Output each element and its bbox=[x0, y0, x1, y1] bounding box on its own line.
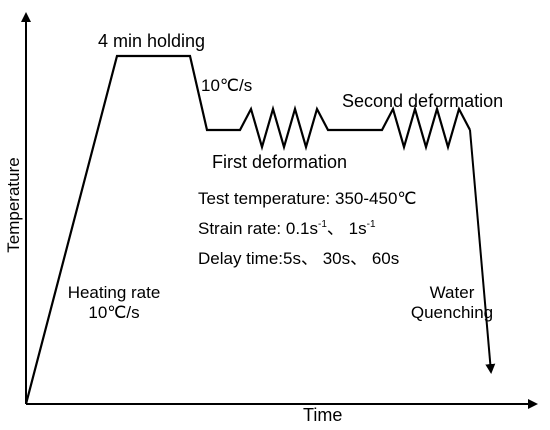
water-quenching-drop bbox=[469, 129, 496, 374]
first-deformation-label: First deformation bbox=[212, 152, 348, 172]
second-deformation-label: Second deformation bbox=[342, 91, 504, 111]
strain-rate-separator: 、 1s bbox=[326, 219, 367, 238]
delay-time-text: Delay time:5s、 30s、 60s bbox=[198, 249, 400, 268]
holding-label: 4 min holding bbox=[98, 31, 206, 51]
water-quenching-line2: Quenching bbox=[410, 303, 494, 322]
cooling-rate-label: 10℃/s bbox=[201, 76, 253, 95]
heating-rate-label: Heating rate 10℃/s bbox=[54, 283, 174, 323]
water-quenching-label: Water Quenching bbox=[406, 283, 498, 323]
heating-rate-line2: 10℃/s bbox=[88, 303, 140, 322]
strain-rate-prefix: Strain rate: 0.1s bbox=[198, 219, 319, 238]
y-axis-label: Temperature bbox=[4, 157, 23, 253]
heating-rate-line1: Heating rate bbox=[67, 283, 161, 302]
temperature-profile-curve bbox=[24, 54, 471, 405]
test-temperature-text: Test temperature: 350-450℃ bbox=[198, 189, 417, 208]
strain-rate-exponent-2: -1 bbox=[366, 219, 376, 230]
strain-rate-exponent-1: -1 bbox=[318, 219, 327, 230]
strain-rate-text: Strain rate: 0.1s-1、 1s-1 bbox=[198, 219, 376, 239]
water-quenching-line1: Water bbox=[429, 283, 475, 302]
x-axis-label: Time bbox=[303, 405, 343, 425]
